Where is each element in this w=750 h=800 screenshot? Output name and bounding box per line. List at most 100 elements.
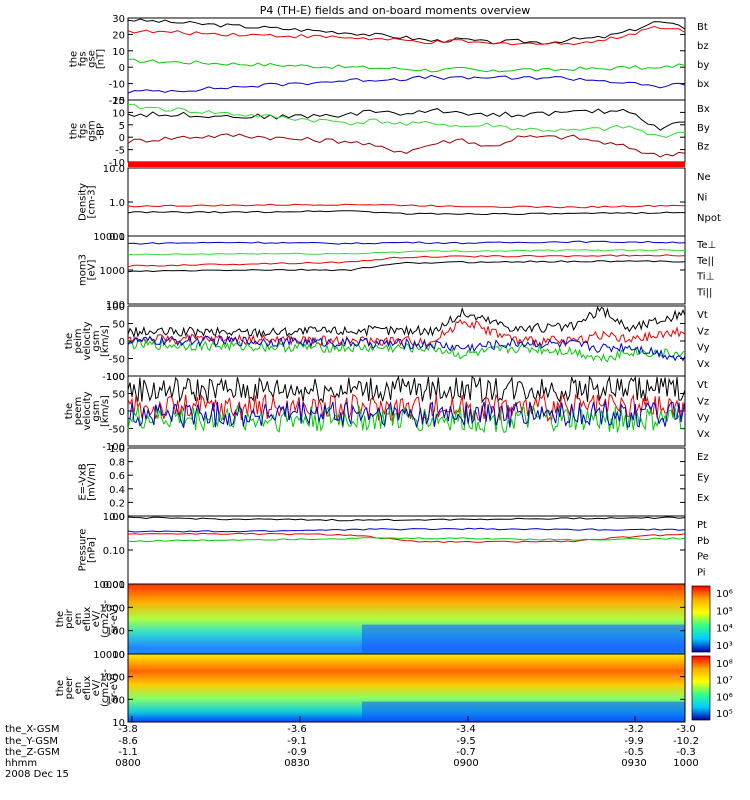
legend-entry: Npot: [697, 213, 721, 224]
y-axis-label-line: mom3: [78, 254, 89, 286]
colorbar-tick-label: 10⁷: [716, 676, 733, 687]
y-tick-label: 100: [106, 695, 125, 706]
y-axis-label-line: en: [73, 682, 84, 695]
legend-entry: Vx: [697, 359, 710, 370]
y-axis-label-line: fgs: [78, 123, 89, 138]
y-tick-label: -10: [109, 158, 125, 169]
series-line-vz: [127, 392, 686, 423]
legend-entry: Ti⊥: [696, 272, 714, 283]
x-row-value: 0800: [115, 758, 140, 769]
legend-entry: Vz: [697, 326, 709, 337]
x-row-value: -9.5: [456, 736, 476, 747]
y-tick-label: -50: [109, 425, 125, 436]
y-tick-label: 0: [119, 337, 125, 348]
y-tick-label: 100: [106, 302, 125, 313]
series-line-te: [127, 260, 686, 273]
x-row-label: the_X-GSM: [5, 724, 59, 735]
y-axis-label-line: -BP: [96, 123, 107, 139]
panel-frame: [127, 447, 686, 517]
y-axis-label-line: gse: [87, 50, 98, 68]
x-row-value: 0900: [453, 758, 478, 769]
y-tick-label: 100: [106, 300, 125, 311]
x-row-value: -3.2: [624, 724, 644, 735]
series-line-vz: [127, 318, 686, 348]
y-tick-label: 10.0: [103, 164, 125, 175]
y-axis-label-line: gsm: [91, 330, 102, 351]
y-axis-label-line: Density: [78, 183, 89, 221]
panel-frame: [127, 515, 686, 585]
series-line-vx: [127, 400, 686, 429]
panel-frame: [127, 167, 686, 237]
y-tick-label: 0.10: [103, 546, 125, 557]
legend-entry: Vt: [697, 310, 708, 321]
x-row-value: -8.6: [118, 736, 138, 747]
y-tick-label: -10: [109, 80, 125, 91]
colorbar-tick-label: 10⁸: [716, 659, 733, 670]
series-line-vx: [127, 334, 686, 362]
y-tick-label: 0.01: [103, 580, 125, 591]
y-axis-label-line: eV/: [91, 679, 102, 696]
colorbar-tick-label: 10⁵: [716, 606, 733, 617]
y-tick-label: 0: [119, 133, 125, 144]
y-axis-label-line: en: [73, 613, 84, 626]
legend-entry: Bt: [697, 22, 708, 33]
y-tick-label: 0: [119, 63, 125, 74]
y-axis-label-line: [eV]: [87, 260, 98, 281]
series-line-te: [127, 254, 686, 268]
series-line-pt: [127, 516, 686, 522]
legend-entry: Vy: [697, 343, 710, 354]
y-axis-label-line: [km/s]: [100, 325, 111, 357]
x-row-value: -10.2: [673, 736, 699, 747]
y-tick-label: 10000: [93, 580, 125, 591]
panel-7: 1.0 0.8 0.6 0.4 0.2 0.0 E=-VxB[mV/m] Ez Ey Ex: [78, 444, 710, 523]
legend-entry: Vx: [697, 429, 710, 440]
y-tick-label: 1.0: [109, 444, 125, 455]
y-axis-label-line: the: [69, 51, 80, 67]
y-axis-label-line: gsm: [87, 120, 98, 141]
x-axis-annotations: the_X-GSM -3.8 -3.6 -3.4 -3.2 -3.0 the_Y-GSM -8…: [5, 716, 699, 780]
legend-entry: Bx: [697, 104, 710, 115]
legend-entry: bz: [697, 41, 709, 52]
y-tick-label: -100: [102, 442, 125, 453]
y-axis-label-line: gsm: [91, 400, 102, 421]
legend-entry: Ti||: [696, 287, 712, 298]
low-energy-region: [361, 624, 685, 653]
y-tick-label: 0.6: [109, 471, 125, 482]
legend-entry: Vz: [697, 396, 709, 407]
series-line-by: [127, 103, 686, 139]
y-axis-label-line: [cm-3]: [87, 185, 98, 218]
legend-entry: by: [697, 60, 709, 71]
panel-10: 10⁸ 10⁷ 10⁶ 10⁵ 10000 1000 100 10 thepeereneflux…: [55, 650, 733, 729]
y-tick-label: 10: [112, 650, 125, 661]
legend-entry: Ni: [697, 193, 707, 204]
y-axis-label-line: [nPa]: [87, 537, 98, 563]
y-tick-label: 1.00: [103, 512, 125, 523]
y-tick-label: 0.0: [109, 512, 125, 523]
legend-entry: Te⊥: [696, 240, 716, 251]
panels: 3020100-10-20thefgsgse[nT]Btbzbybx151050…: [55, 14, 733, 729]
x-row-label: the_Y-GSM: [5, 736, 58, 747]
x-row-value: -0.3: [676, 747, 696, 758]
y-axis-label-line: eflux: [82, 607, 93, 632]
y-axis-label-line: (cm2-s-: [100, 669, 111, 707]
legend-entry: Pe: [697, 552, 709, 563]
y-axis-label-line: sr-eV): [109, 604, 120, 633]
y-axis-label-line: Pressure: [78, 529, 89, 572]
y-axis-label-line: (cm2-s-: [100, 600, 111, 638]
series-line-vy: [127, 338, 686, 363]
legend-entry: Pb: [697, 536, 709, 547]
y-tick-label: -20: [109, 96, 125, 107]
series-line-vt: [127, 375, 686, 404]
y-tick-label: 10000: [93, 650, 125, 661]
y-tick-label: 100: [106, 627, 125, 638]
y-tick-label: 20: [112, 30, 125, 41]
y-tick-label: 10: [112, 718, 125, 729]
colorbar-tick-label: 10⁶: [716, 589, 733, 600]
y-tick-label: 50: [112, 390, 125, 401]
legend-entry: Bz: [697, 142, 709, 153]
panel-9: 10⁶ 10⁵ 10⁴ 10³ 10000 1000 100 10 thepeireneflux…: [55, 580, 733, 661]
panel-4: 10000 1000 100 mom3[eV] Te⊥ Te|| Ti⊥ Ti||: [78, 232, 717, 311]
series-line-bx: [127, 108, 685, 131]
